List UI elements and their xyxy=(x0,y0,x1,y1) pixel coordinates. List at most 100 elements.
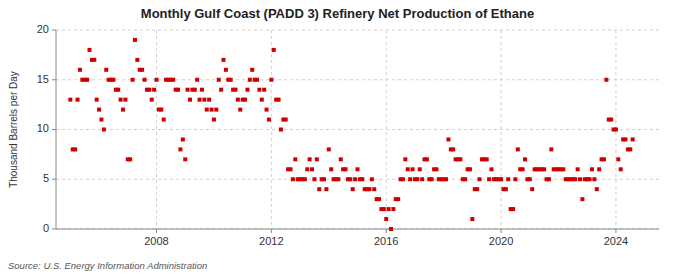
point xyxy=(549,147,553,151)
point xyxy=(504,187,508,191)
point xyxy=(310,167,314,171)
point xyxy=(592,177,596,181)
point xyxy=(387,207,391,211)
point xyxy=(609,118,613,122)
point xyxy=(186,88,190,92)
point xyxy=(367,187,371,191)
point xyxy=(76,98,80,102)
point xyxy=(389,227,393,231)
point xyxy=(171,78,175,82)
point xyxy=(631,137,635,141)
point xyxy=(580,197,584,201)
point xyxy=(561,167,565,171)
point xyxy=(95,98,99,102)
x-tick xyxy=(501,229,502,233)
point xyxy=(623,137,627,141)
point xyxy=(272,48,276,52)
point xyxy=(382,207,386,211)
point xyxy=(202,98,206,102)
point xyxy=(425,157,429,161)
point xyxy=(468,167,472,171)
x-grid-line xyxy=(271,30,272,229)
point xyxy=(516,147,520,151)
point xyxy=(351,187,355,191)
x-tick xyxy=(271,229,272,233)
point xyxy=(262,88,266,92)
point xyxy=(250,68,254,72)
y-tick-label: 15 xyxy=(37,73,49,85)
point xyxy=(243,98,247,102)
point xyxy=(327,147,331,151)
y-tick xyxy=(52,129,56,130)
point xyxy=(521,167,525,171)
point xyxy=(143,78,147,82)
point xyxy=(344,167,348,171)
point xyxy=(523,157,527,161)
point xyxy=(530,187,534,191)
point xyxy=(360,177,364,181)
point xyxy=(317,187,321,191)
point xyxy=(573,177,577,181)
point xyxy=(542,167,546,171)
point xyxy=(99,118,103,122)
x-tick-label: 2020 xyxy=(489,235,513,247)
y-axis-line xyxy=(56,30,57,229)
y-tick-label: 5 xyxy=(43,172,49,184)
x-tick-label: 2012 xyxy=(259,235,283,247)
point xyxy=(370,177,374,181)
point xyxy=(176,88,180,92)
point xyxy=(499,177,503,181)
point xyxy=(490,167,494,171)
point xyxy=(401,177,405,181)
point xyxy=(121,108,125,112)
point xyxy=(506,177,510,181)
point xyxy=(336,177,340,181)
point xyxy=(193,88,197,92)
point xyxy=(308,157,312,161)
point xyxy=(322,177,326,181)
point xyxy=(119,98,123,102)
point xyxy=(229,78,233,82)
background xyxy=(0,0,675,275)
point xyxy=(88,48,92,52)
point xyxy=(195,78,199,82)
x-tick-label: 2016 xyxy=(374,235,398,247)
point xyxy=(418,167,422,171)
point xyxy=(133,38,137,42)
point xyxy=(236,98,240,102)
point xyxy=(159,108,163,112)
x-grid-line xyxy=(156,30,157,229)
point xyxy=(245,88,249,92)
point xyxy=(372,187,376,191)
point xyxy=(348,177,352,181)
point xyxy=(289,167,293,171)
point xyxy=(305,167,309,171)
point xyxy=(588,177,592,181)
point xyxy=(200,88,204,92)
point xyxy=(238,108,242,112)
point xyxy=(444,177,448,181)
point xyxy=(396,197,400,201)
y-tick-label: 0 xyxy=(43,222,49,234)
y-tick-label: 20 xyxy=(37,23,49,35)
point xyxy=(339,157,343,161)
point xyxy=(221,58,225,62)
point xyxy=(78,68,82,72)
point xyxy=(267,118,271,122)
point xyxy=(68,98,72,102)
x-tick-label: 2024 xyxy=(604,235,628,247)
point xyxy=(411,167,415,171)
point xyxy=(73,147,77,151)
point xyxy=(123,98,127,102)
point xyxy=(513,177,517,181)
point xyxy=(463,177,467,181)
point xyxy=(430,177,434,181)
x-grid-line xyxy=(501,30,502,229)
point xyxy=(248,78,252,82)
point xyxy=(478,177,482,181)
point xyxy=(291,177,295,181)
y-tick xyxy=(52,229,56,230)
annotation: Source: U.S. Energy Information Administ… xyxy=(8,260,207,271)
point xyxy=(205,108,209,112)
point xyxy=(255,78,259,82)
